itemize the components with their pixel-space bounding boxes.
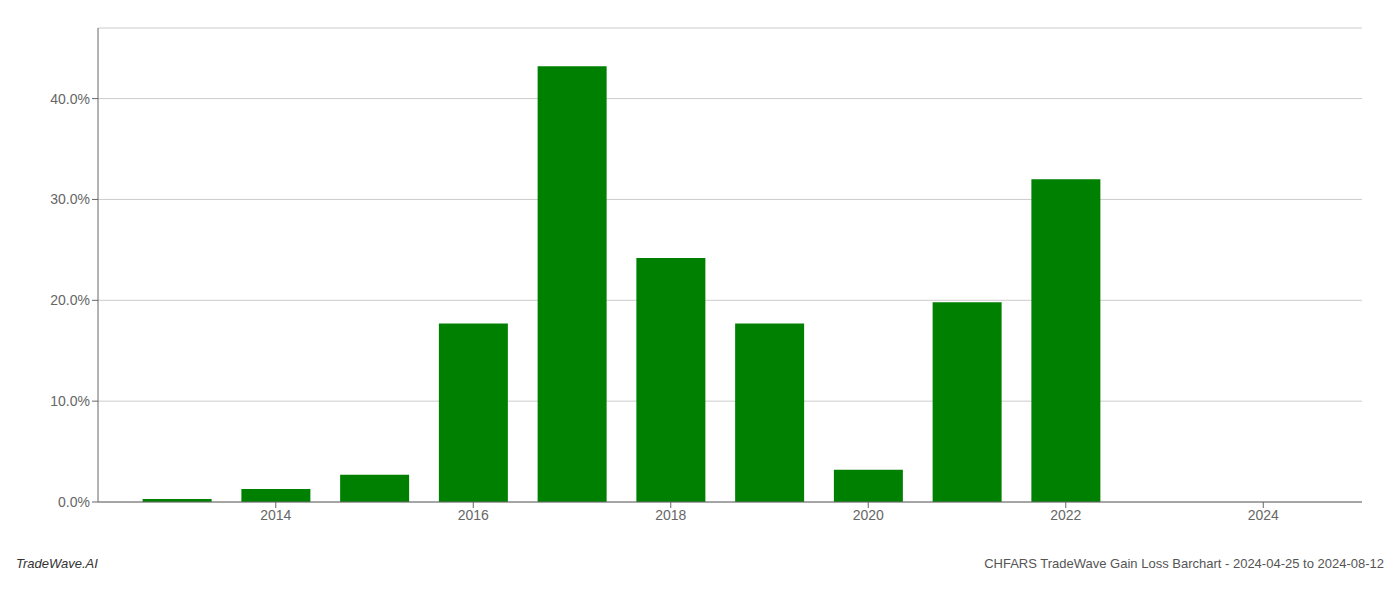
svg-text:40.0%: 40.0%	[50, 91, 90, 107]
svg-text:2022: 2022	[1050, 507, 1081, 523]
svg-text:2020: 2020	[853, 507, 884, 523]
svg-text:20.0%: 20.0%	[50, 292, 90, 308]
svg-text:2014: 2014	[260, 507, 291, 523]
svg-text:10.0%: 10.0%	[50, 393, 90, 409]
svg-text:2016: 2016	[458, 507, 489, 523]
svg-text:30.0%: 30.0%	[50, 191, 90, 207]
svg-text:2024: 2024	[1248, 507, 1279, 523]
html-text:TradeWave.AI: TradeWave.AI	[16, 556, 98, 571]
html-text:CHFARS TradeWave Gain Loss Bar: CHFARS TradeWave Gain Loss Barchart - 20…	[984, 556, 1384, 571]
svg-text:2018: 2018	[655, 507, 686, 523]
svg-text:0.0%: 0.0%	[58, 494, 90, 510]
